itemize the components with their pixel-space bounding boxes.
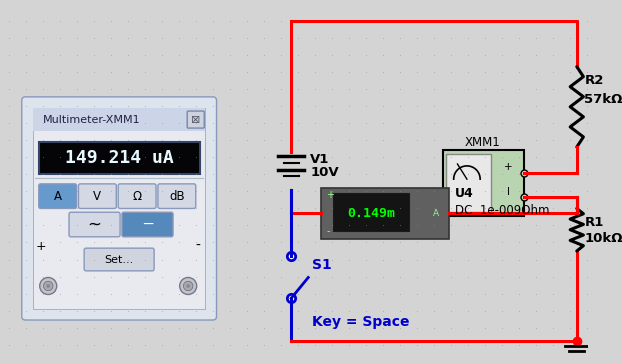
Bar <box>33 108 205 131</box>
Text: A: A <box>433 209 439 218</box>
Text: +: + <box>504 162 513 172</box>
Text: 0.149m: 0.149m <box>347 207 395 220</box>
Text: +: + <box>35 240 46 253</box>
Text: A: A <box>53 189 62 203</box>
Text: R2: R2 <box>584 74 604 87</box>
Bar <box>33 108 205 309</box>
Text: Multimeter-XMM1: Multimeter-XMM1 <box>42 115 140 125</box>
Circle shape <box>186 284 190 288</box>
Text: Key = Space: Key = Space <box>312 315 409 329</box>
Text: V1: V1 <box>310 153 330 166</box>
Circle shape <box>183 281 193 291</box>
Text: U4: U4 <box>455 187 473 200</box>
Circle shape <box>180 277 197 294</box>
Text: -: - <box>326 226 330 236</box>
Text: +: + <box>326 190 334 200</box>
Text: dB: dB <box>169 189 185 203</box>
Bar <box>333 193 409 231</box>
FancyBboxPatch shape <box>78 184 116 208</box>
Text: 57kΩ: 57kΩ <box>584 93 622 106</box>
Text: S1: S1 <box>312 258 332 272</box>
Bar <box>447 154 491 212</box>
Bar <box>39 142 200 174</box>
Text: I: I <box>507 187 510 197</box>
Text: 149.214 uA: 149.214 uA <box>65 149 174 167</box>
Text: ⊠: ⊠ <box>191 115 200 125</box>
Text: R1: R1 <box>584 216 604 229</box>
FancyBboxPatch shape <box>442 150 524 216</box>
FancyBboxPatch shape <box>118 184 156 208</box>
FancyBboxPatch shape <box>187 111 204 128</box>
Bar <box>322 188 449 239</box>
Text: ─: ─ <box>143 217 152 232</box>
FancyBboxPatch shape <box>158 184 196 208</box>
Circle shape <box>46 284 50 288</box>
Text: 10V: 10V <box>310 166 339 179</box>
Text: XMM1: XMM1 <box>465 136 500 149</box>
FancyBboxPatch shape <box>122 212 173 237</box>
Circle shape <box>44 281 53 291</box>
Text: 10kΩ: 10kΩ <box>584 232 622 245</box>
Text: Ω: Ω <box>132 189 142 203</box>
FancyBboxPatch shape <box>84 248 154 271</box>
Text: DC  1e-009Ohm: DC 1e-009Ohm <box>455 204 549 217</box>
Text: V: V <box>93 189 101 203</box>
Text: Set...: Set... <box>104 254 134 265</box>
FancyBboxPatch shape <box>22 97 216 320</box>
Text: ~: ~ <box>88 216 101 233</box>
FancyBboxPatch shape <box>39 184 77 208</box>
Circle shape <box>40 277 57 294</box>
Text: -: - <box>195 239 200 253</box>
FancyBboxPatch shape <box>69 212 120 237</box>
